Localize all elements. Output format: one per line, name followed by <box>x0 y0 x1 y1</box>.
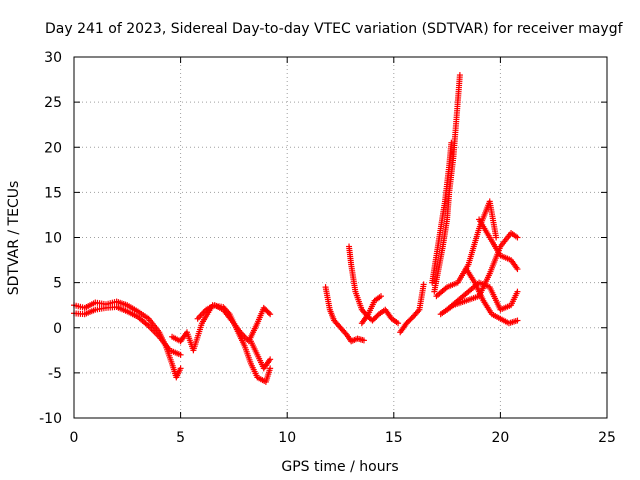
x-tick-label: 25 <box>598 430 616 446</box>
x-tick-label: 15 <box>385 430 403 446</box>
y-tick-label: -5 <box>48 366 62 382</box>
y-tick-label: 20 <box>44 140 62 156</box>
x-tick-label: 0 <box>70 430 79 446</box>
series-arc-late-d <box>476 216 521 273</box>
series-arc-evening-b <box>346 243 402 327</box>
x-tick-label: 10 <box>278 430 296 446</box>
x-tick-label: 5 <box>176 430 185 446</box>
chart-title: Day 241 of 2023, Sidereal Day-to-day VTE… <box>45 21 624 37</box>
data-points <box>71 72 521 385</box>
series-arc-evening-d <box>397 281 427 336</box>
axis-ticks: 0 5 10 15 20 25 -10 -5 0 5 10 15 20 25 30 <box>39 50 616 446</box>
series-arc-late-e <box>444 279 521 313</box>
y-tick-label: 15 <box>44 185 62 201</box>
series-arc-evening-c <box>358 293 385 327</box>
x-tick-label: 20 <box>491 430 509 446</box>
series-arc-late-c <box>463 266 521 327</box>
y-tick-label: 5 <box>53 276 62 292</box>
series-spike-secondary <box>429 139 455 286</box>
y-axis-label: SDTVAR / TECUs <box>6 181 22 296</box>
series-arc-noon-b <box>194 302 274 345</box>
y-tick-label: 30 <box>44 50 62 66</box>
y-tick-label: 10 <box>44 231 62 247</box>
series-arc-morning-b <box>71 303 184 358</box>
y-tick-label: 25 <box>44 95 62 111</box>
y-tick-label: -10 <box>39 411 62 427</box>
series-arc-evening-a <box>322 284 367 345</box>
x-axis-label: GPS time / hours <box>281 459 398 475</box>
plot-frame <box>73 56 608 419</box>
y-tick-label: 0 <box>53 321 62 337</box>
series-spike-main <box>431 72 463 295</box>
series-arc-noon-c <box>247 338 274 372</box>
